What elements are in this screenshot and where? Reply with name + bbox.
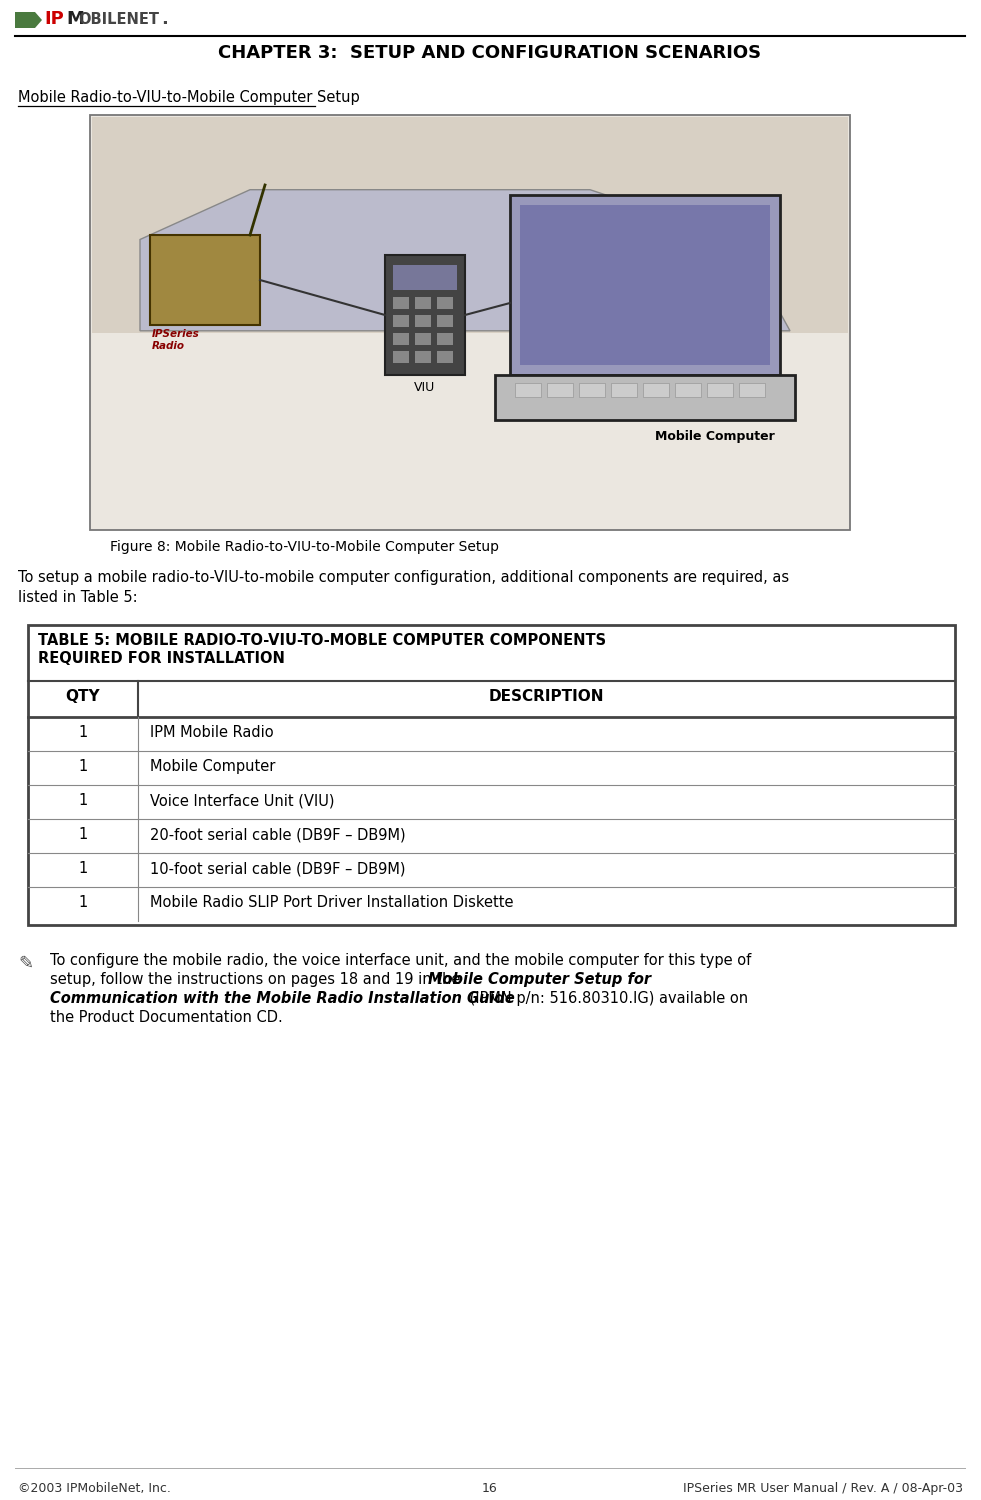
Bar xyxy=(515,382,541,398)
Text: To setup a mobile radio-to-VIU-to-mobile computer configuration, additional comp: To setup a mobile radio-to-VIU-to-mobile… xyxy=(18,570,789,585)
Bar xyxy=(385,255,465,375)
Bar xyxy=(393,333,409,345)
Bar xyxy=(393,297,409,309)
Text: 1: 1 xyxy=(78,759,87,774)
Text: 1: 1 xyxy=(78,724,87,740)
Bar xyxy=(437,351,453,363)
Bar xyxy=(415,297,431,309)
Bar xyxy=(495,375,795,420)
Text: 1: 1 xyxy=(78,794,87,808)
Text: Figure 8: Mobile Radio-to-VIU-to-Mobile Computer Setup: Figure 8: Mobile Radio-to-VIU-to-Mobile … xyxy=(110,540,499,554)
Text: Mobile Radio-to-VIU-to-Mobile Computer Setup: Mobile Radio-to-VIU-to-Mobile Computer S… xyxy=(18,90,360,105)
Bar xyxy=(739,382,765,398)
Text: the Product Documentation CD.: the Product Documentation CD. xyxy=(50,1010,283,1025)
Text: 1: 1 xyxy=(78,896,87,910)
Bar xyxy=(90,116,850,530)
Text: Mobile Computer: Mobile Computer xyxy=(150,759,276,774)
Bar xyxy=(415,333,431,345)
Bar xyxy=(393,315,409,327)
Bar xyxy=(611,382,637,398)
Text: IPSeries: IPSeries xyxy=(152,328,200,339)
Bar xyxy=(579,382,605,398)
Text: To configure the mobile radio, the voice interface unit, and the mobile computer: To configure the mobile radio, the voice… xyxy=(50,952,751,968)
Text: OBILENET: OBILENET xyxy=(78,12,159,27)
Text: Radio: Radio xyxy=(152,340,185,351)
Text: CHAPTER 3:  SETUP AND CONFIGURATION SCENARIOS: CHAPTER 3: SETUP AND CONFIGURATION SCENA… xyxy=(219,44,761,62)
Bar xyxy=(150,236,260,326)
Text: REQUIRED FOR INSTALLATION: REQUIRED FOR INSTALLATION xyxy=(38,651,284,666)
Bar xyxy=(643,382,669,398)
Polygon shape xyxy=(140,189,790,332)
Text: 20-foot serial cable (DB9F – DB9M): 20-foot serial cable (DB9F – DB9M) xyxy=(150,827,405,842)
Bar xyxy=(92,117,848,333)
Text: ✎: ✎ xyxy=(18,956,33,974)
Text: 16: 16 xyxy=(482,1482,498,1496)
Text: listed in Table 5:: listed in Table 5: xyxy=(18,590,137,604)
Bar xyxy=(547,382,573,398)
Bar xyxy=(415,315,431,327)
Bar xyxy=(437,297,453,309)
Text: IPM Mobile Radio: IPM Mobile Radio xyxy=(150,724,274,740)
Bar xyxy=(437,315,453,327)
Text: Mobile Computer Setup for: Mobile Computer Setup for xyxy=(428,972,651,987)
Bar xyxy=(520,206,770,364)
Text: TABLE 5: MOBILE RADIO-TO-VIU-TO-MOBLE COMPUTER COMPONENTS: TABLE 5: MOBILE RADIO-TO-VIU-TO-MOBLE CO… xyxy=(38,633,606,648)
Text: 1: 1 xyxy=(78,861,87,876)
Bar xyxy=(393,351,409,363)
Bar xyxy=(415,351,431,363)
Text: Communication with the Mobile Radio Installation Guide: Communication with the Mobile Radio Inst… xyxy=(50,992,515,1006)
Text: Mobile Radio SLIP Port Driver Installation Diskette: Mobile Radio SLIP Port Driver Installati… xyxy=(150,896,513,910)
Bar xyxy=(28,626,955,926)
Text: Voice Interface Unit (VIU): Voice Interface Unit (VIU) xyxy=(150,794,335,808)
Text: (IPMN p/n: 516.80310.IG) available on: (IPMN p/n: 516.80310.IG) available on xyxy=(465,992,749,1006)
Text: setup, follow the instructions on pages 18 and 19 in the: setup, follow the instructions on pages … xyxy=(50,972,465,987)
Bar xyxy=(393,266,457,290)
Text: M: M xyxy=(66,10,83,28)
Text: 1: 1 xyxy=(78,827,87,842)
Bar xyxy=(675,382,701,398)
Text: QTY: QTY xyxy=(66,688,100,703)
Text: VIU: VIU xyxy=(414,381,436,394)
Bar xyxy=(510,195,780,375)
Text: IP: IP xyxy=(44,10,64,28)
Text: DESCRIPTION: DESCRIPTION xyxy=(489,688,604,703)
Text: 10-foot serial cable (DB9F – DB9M): 10-foot serial cable (DB9F – DB9M) xyxy=(150,861,405,876)
Bar xyxy=(437,333,453,345)
Text: ©2003 IPMobileNet, Inc.: ©2003 IPMobileNet, Inc. xyxy=(18,1482,171,1496)
Text: Mobile Computer: Mobile Computer xyxy=(655,430,775,442)
Text: .: . xyxy=(161,10,168,28)
Polygon shape xyxy=(15,12,42,28)
Text: IPSeries MR User Manual / Rev. A / 08-Apr-03: IPSeries MR User Manual / Rev. A / 08-Ap… xyxy=(683,1482,963,1496)
Bar xyxy=(707,382,733,398)
